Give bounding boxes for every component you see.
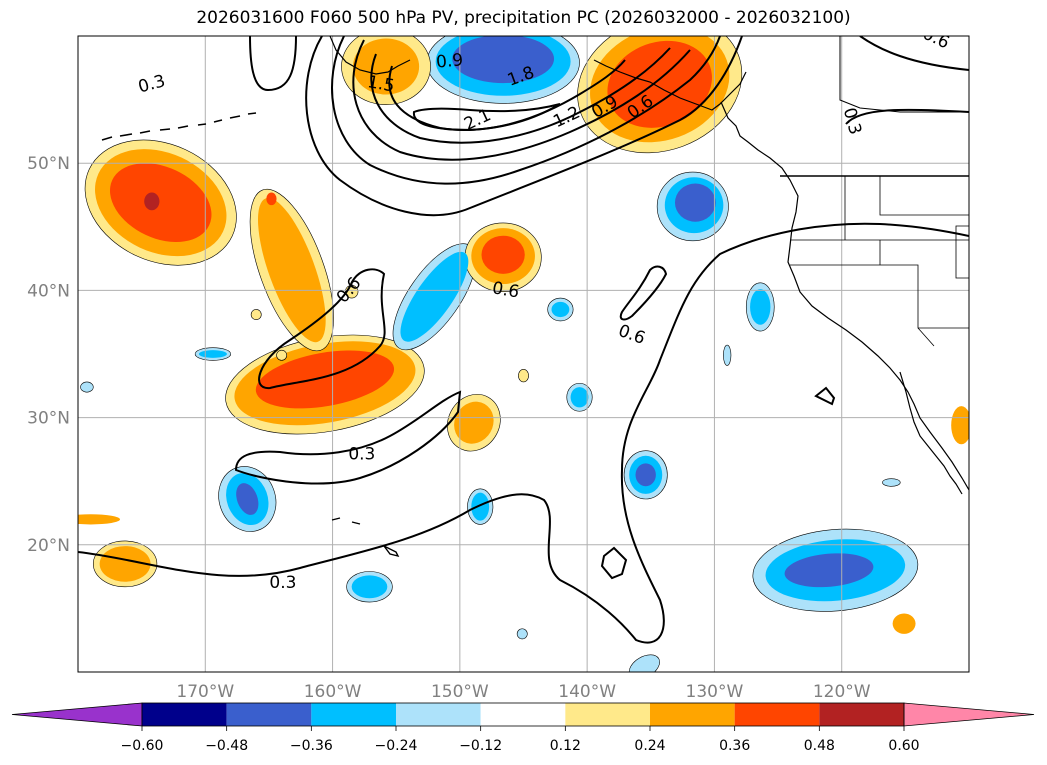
- pv-contours: [78, 36, 969, 644]
- pv-contour-0.6-loop: [619, 265, 668, 321]
- pv-contour-label: 0.9: [435, 50, 464, 72]
- precip-blob-13: [454, 401, 494, 444]
- precip-blob-22: [78, 514, 120, 525]
- precip-blob-0: [110, 163, 212, 243]
- precip-blob-41: [400, 251, 469, 342]
- canada-inlet: [839, 36, 969, 113]
- precip-blob-59: [80, 381, 94, 393]
- precip-blob-50: [570, 387, 589, 408]
- lat-tick-label: 40°N: [27, 281, 70, 301]
- precip-blob-26: [250, 309, 262, 320]
- aleutian-islands: [101, 112, 257, 141]
- pv-contour-0.3-main: [78, 222, 969, 644]
- precip-blob-58: [628, 654, 660, 672]
- pv-contour-0.6-outer: [305, 36, 743, 217]
- colorbar-segment: [396, 703, 481, 726]
- precip-blob-24: [951, 406, 969, 445]
- colorbar-label: 0.60: [888, 738, 919, 754]
- colorbar-segment: [142, 703, 227, 726]
- pv-contour-small-2: [814, 386, 836, 406]
- precip-blob-46: [750, 289, 771, 325]
- colorbar-segment: [819, 703, 904, 726]
- colorbar-segment: [734, 703, 820, 726]
- precip-blob-25: [518, 368, 529, 383]
- precip-blob-7: [258, 197, 326, 343]
- colorbar: −0.60 −0.48 −0.36 −0.24 −0.12 0.12 0.24 0.36 0.4…: [11, 702, 1035, 754]
- pv-contour-label: 0.3: [269, 573, 296, 593]
- longitude-ticks: 170°W 160°W 150°W 140°W 130°W 120°W: [176, 682, 870, 702]
- precip-blob-54: [471, 492, 490, 521]
- precip-blob-29: [452, 36, 555, 84]
- pv-contour-small: [600, 546, 628, 580]
- lat-tick-label: 20°N: [27, 536, 70, 556]
- colorbar-extend-low: [11, 702, 143, 727]
- lon-tick-label: 120°W: [813, 682, 871, 702]
- precip-blob-56: [198, 350, 227, 358]
- colorbar-label: −0.48: [205, 738, 248, 754]
- colorbar-label: 0.36: [719, 738, 750, 754]
- pv-contour-0.9: [331, 36, 721, 185]
- colorbar-frame: [141, 702, 905, 727]
- precip-blob-9: [266, 192, 277, 206]
- lat-tick-label: 50°N: [27, 154, 70, 174]
- pv-contour-0.3-mid: [234, 390, 462, 485]
- pv-contour-2.1: [412, 103, 561, 132]
- precipitation-shading: [78, 36, 969, 672]
- pv-contour-1.5: [370, 47, 671, 144]
- west-coast-coastline: [720, 101, 969, 491]
- pv-contour-0.3-north: [249, 36, 297, 92]
- lon-tick-label: 150°W: [431, 682, 489, 702]
- pv-contour-0.6-trough: [258, 268, 386, 390]
- pv-contour-label: 0.6: [491, 278, 521, 302]
- precip-blob-60: [723, 344, 732, 366]
- precip-blob-23: [892, 613, 916, 634]
- precip-blob-52: [551, 301, 570, 318]
- pv-contour-0.3-ne2: [845, 108, 969, 125]
- pv-contour-0.3-ne: [859, 36, 969, 71]
- precip-blob-38: [236, 483, 259, 515]
- precip-blob-43: [635, 463, 656, 487]
- latitude-ticks: 50°N 40°N 30°N 20°N: [27, 154, 70, 556]
- precip-blob-61: [516, 628, 528, 640]
- pv-contour-label: 1.5: [366, 72, 396, 96]
- precip-blob-3: [144, 192, 160, 211]
- lat-tick-label: 30°N: [27, 409, 70, 429]
- plot-frame: [77, 35, 970, 673]
- colorbar-extend-high: [903, 702, 1035, 727]
- baja-coastline: [899, 371, 963, 495]
- lon-tick-label: 160°W: [304, 682, 362, 702]
- graticule: [78, 36, 969, 672]
- pv-contour-1.2: [352, 39, 691, 161]
- map-title: 2026031600 F060 500 hPa PV, precipitatio…: [196, 8, 851, 28]
- lon-tick-label: 130°W: [686, 682, 744, 702]
- colorbar-label: −0.24: [375, 738, 418, 754]
- colorbar-segment: [650, 703, 735, 726]
- colorbar-segment: [226, 703, 312, 726]
- precip-blob-32: [674, 183, 716, 222]
- precip-blob-4: [255, 350, 395, 409]
- colorbar-label: −0.60: [121, 738, 164, 754]
- lon-tick-label: 140°W: [558, 682, 616, 702]
- hawaii-islands: [331, 517, 400, 558]
- colorbar-label: −0.36: [290, 738, 333, 754]
- colorbar-segment: [480, 703, 566, 726]
- colorbar-label: 0.24: [634, 738, 665, 754]
- precip-blob-35: [784, 553, 874, 588]
- pv-contour-label: 0.3: [348, 444, 375, 464]
- colorbar-label: −0.12: [459, 738, 502, 754]
- colorbar-segment: [565, 703, 650, 726]
- lon-tick-label: 170°W: [176, 682, 234, 702]
- precip-blob-27: [276, 349, 288, 361]
- colorbar-label: 0.48: [804, 738, 835, 754]
- precip-blob-20: [99, 546, 151, 582]
- precip-blob-17: [607, 40, 712, 128]
- colorbar-segment: [311, 703, 396, 726]
- precip-blob-15: [352, 38, 420, 95]
- precip-blob-48: [351, 575, 388, 599]
- colorbar-label: 0.12: [550, 738, 581, 754]
- precip-blob-10: [481, 235, 525, 274]
- precip-blob-62: [882, 478, 901, 487]
